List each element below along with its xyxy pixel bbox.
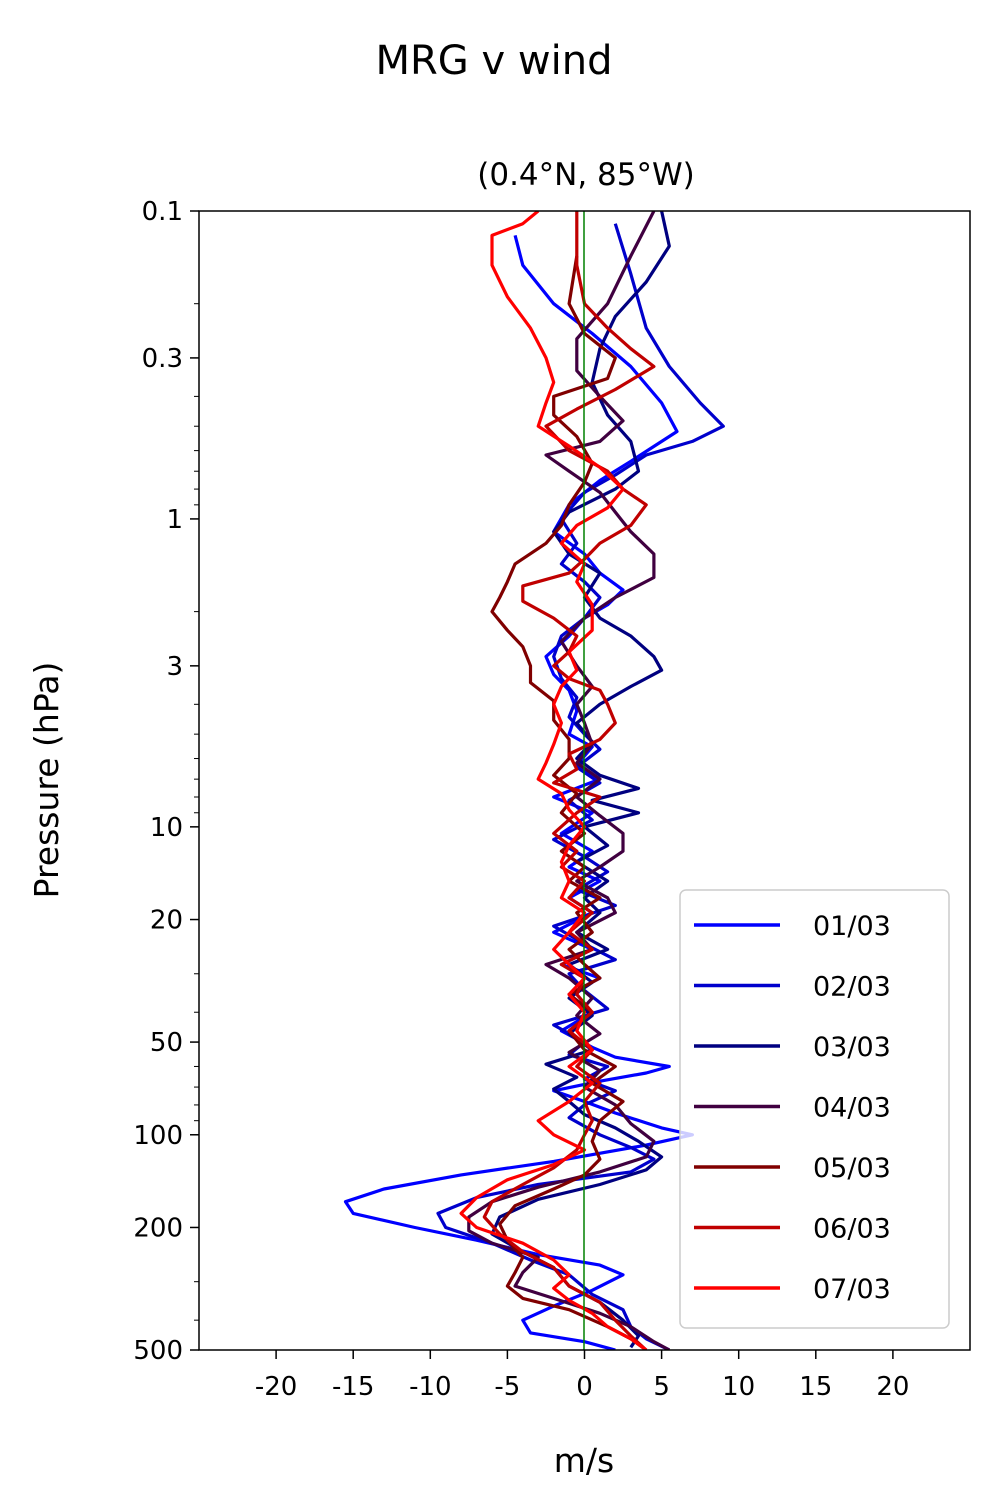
y-tick-label: 1 [166,505,183,535]
x-axis-label: m/s [554,1441,614,1480]
series-layer [346,211,724,1350]
legend-label: 06/03 [813,1214,891,1245]
y-axis-label: Pressure (hPa) [27,662,66,899]
y-tick-label: 10 [150,813,183,843]
x-tick-label: 5 [653,1372,670,1402]
y-tick-label: 0.1 [142,197,183,227]
legend: 01/03 02/03 03/03 04/03 05/03 06/03 07/03 [680,890,949,1328]
x-tick-label: -5 [494,1372,520,1402]
x-tick-label: -10 [409,1372,451,1402]
y-tick-label: 50 [150,1028,183,1058]
y-tick-label: 0.3 [142,344,183,374]
legend-label: 07/03 [813,1274,891,1305]
chart-subtitle: (0.4°N, 85°W) [477,157,694,193]
legend-label: 02/03 [813,972,891,1003]
x-tick-label: 0 [576,1372,593,1402]
y-tick-label: 20 [150,906,183,936]
y-tick-label: 500 [133,1336,183,1366]
x-axis: -20 -15 -10 -5 0 5 10 15 20 [255,1350,910,1402]
legend-label: 04/03 [813,1093,891,1124]
series-line-4 [469,211,670,1350]
x-tick-label: -15 [332,1372,374,1402]
y-tick-label: 200 [133,1213,183,1243]
x-tick-label: -20 [255,1372,297,1402]
legend-label: 05/03 [813,1153,891,1184]
x-tick-label: 15 [799,1372,832,1402]
y-tick-label: 100 [133,1121,183,1151]
series-line-1 [346,235,693,1350]
x-tick-label: 10 [722,1372,755,1402]
y-tick-label: 3 [166,652,183,682]
x-tick-label: 20 [876,1372,909,1402]
chart-title: MRG v wind [376,38,613,84]
y-axis: 0.1 0.3 1 3 10 20 50 100 200 500 [133,197,199,1366]
legend-label: 03/03 [813,1032,891,1063]
legend-label: 01/03 [813,911,891,942]
